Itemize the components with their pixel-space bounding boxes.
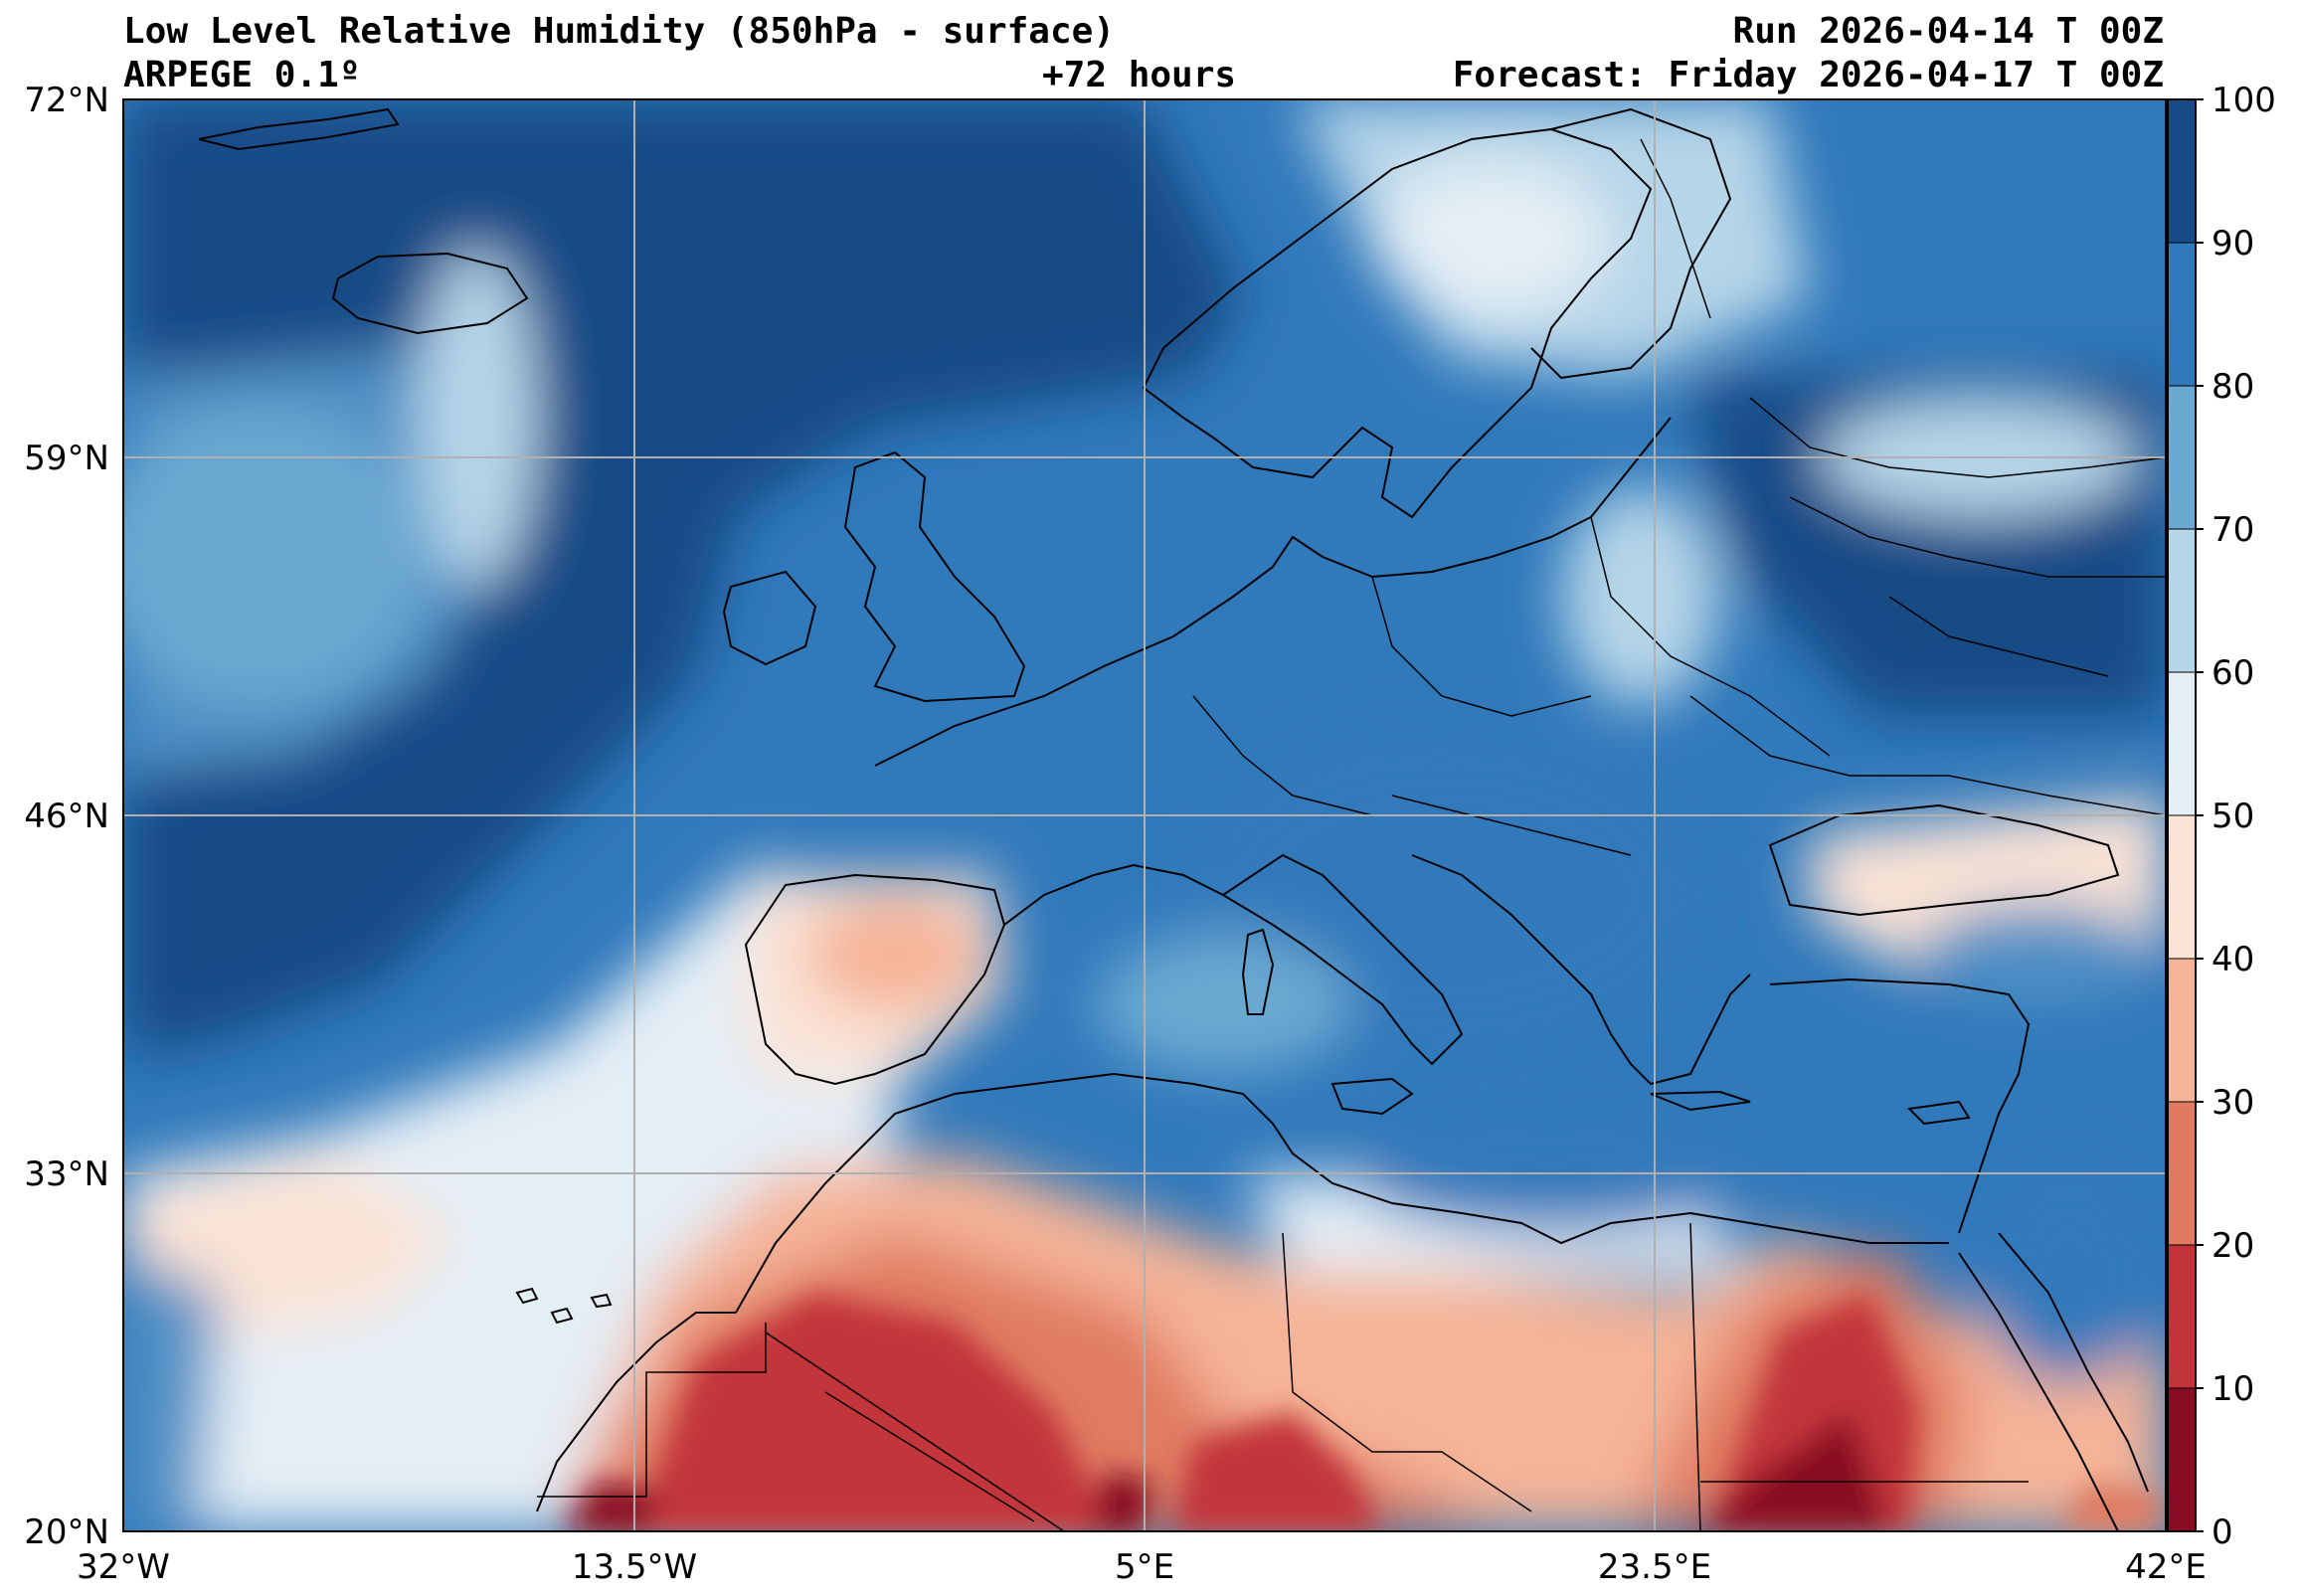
colorbar-labels: 100 90 80 70 60 50 40 30 20 10 0 <box>2212 81 2276 1552</box>
colorbar-segment <box>2168 959 2196 1102</box>
colorbar-tick-label: 0 <box>2212 1512 2233 1552</box>
lon-label: 13.5°W <box>572 1547 697 1587</box>
country-borders <box>537 138 2166 1531</box>
lat-label: 46°N <box>24 797 109 836</box>
run-label: Run 2026-04-14 T 00Z <box>1732 11 2164 52</box>
gridlines <box>123 99 2166 1531</box>
lon-label: 5°E <box>1115 1547 1174 1587</box>
map-title: Low Level Relative Humidity (850hPa - su… <box>123 11 1115 52</box>
colorbar-segment <box>2168 672 2196 815</box>
lat-label: 72°N <box>24 81 109 120</box>
lat-label: 33°N <box>24 1154 109 1194</box>
colorbar-segment <box>2168 1102 2196 1245</box>
coastlines <box>198 107 2149 1531</box>
model-label: ARPEGE 0.1º <box>123 55 361 95</box>
colorbar-tick-label: 20 <box>2212 1226 2254 1266</box>
colorbar-segment <box>2168 1245 2196 1388</box>
lead-time-label: +72 hours <box>1042 55 1237 95</box>
colorbar-tick-label: 50 <box>2212 797 2254 836</box>
colorbar-tick-label: 70 <box>2212 510 2254 550</box>
lat-label: 59°N <box>24 439 109 478</box>
colorbar-segment <box>2168 99 2196 243</box>
forecast-label: Forecast: Friday 2026-04-17 T 00Z <box>1452 55 2164 95</box>
colorbar-segment <box>2168 1388 2196 1531</box>
colorbar-segment <box>2168 243 2196 386</box>
colorbar-tick-label: 40 <box>2212 940 2254 979</box>
colorbar-tick-label: 80 <box>2212 367 2254 407</box>
lon-label: 23.5°E <box>1598 1547 1711 1587</box>
map-frame <box>122 98 2167 1532</box>
colorbar-segment <box>2168 529 2196 672</box>
lon-label: 32°W <box>77 1547 170 1587</box>
colorbar-tick-label: 30 <box>2212 1083 2254 1123</box>
colorbar-tick-label: 100 <box>2212 81 2276 120</box>
colorbar-tick-label: 90 <box>2212 224 2254 264</box>
longitude-labels: 32°W 13.5°W 5°E 23.5°E 42°E <box>77 1547 2207 1587</box>
colorbar-segment <box>2168 815 2196 959</box>
colorbar-segment <box>2168 386 2196 529</box>
lon-label: 42°E <box>2125 1547 2207 1587</box>
lat-label: 20°N <box>24 1512 109 1552</box>
latitude-labels: 72°N 59°N 46°N 33°N 20°N <box>24 81 109 1552</box>
colorbar <box>2167 98 2204 1532</box>
colorbar-tick-label: 60 <box>2212 653 2254 693</box>
colorbar-tick-label: 10 <box>2212 1369 2254 1409</box>
colorbar-frame <box>2167 98 2197 1532</box>
